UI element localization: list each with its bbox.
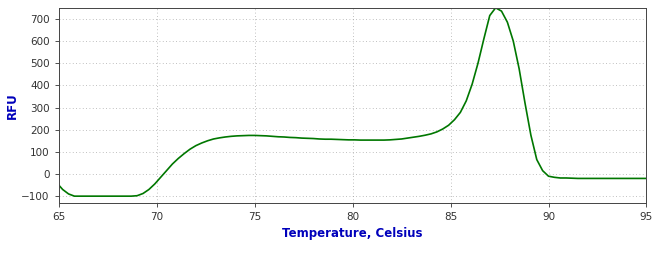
Y-axis label: RFU: RFU bbox=[6, 92, 18, 119]
X-axis label: Temperature, Celsius: Temperature, Celsius bbox=[282, 228, 423, 240]
